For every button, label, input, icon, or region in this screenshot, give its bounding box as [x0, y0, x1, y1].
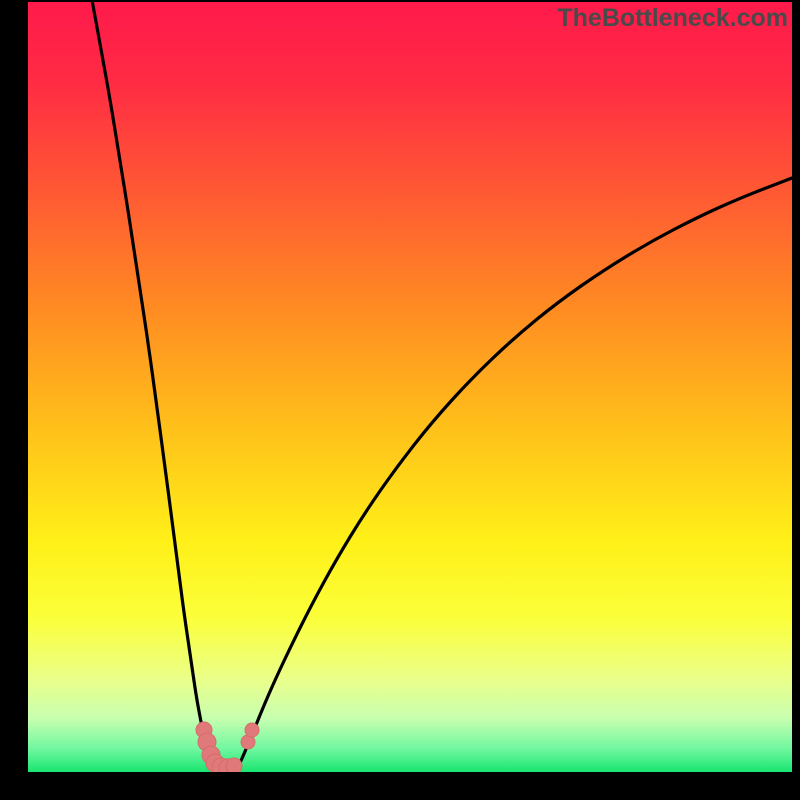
plot-area — [28, 2, 792, 772]
gradient-background — [28, 2, 792, 772]
marker-dot — [226, 758, 242, 772]
watermark-text: TheBottleneck.com — [557, 4, 788, 33]
marker-dot — [245, 723, 259, 737]
plot-svg — [28, 2, 792, 772]
